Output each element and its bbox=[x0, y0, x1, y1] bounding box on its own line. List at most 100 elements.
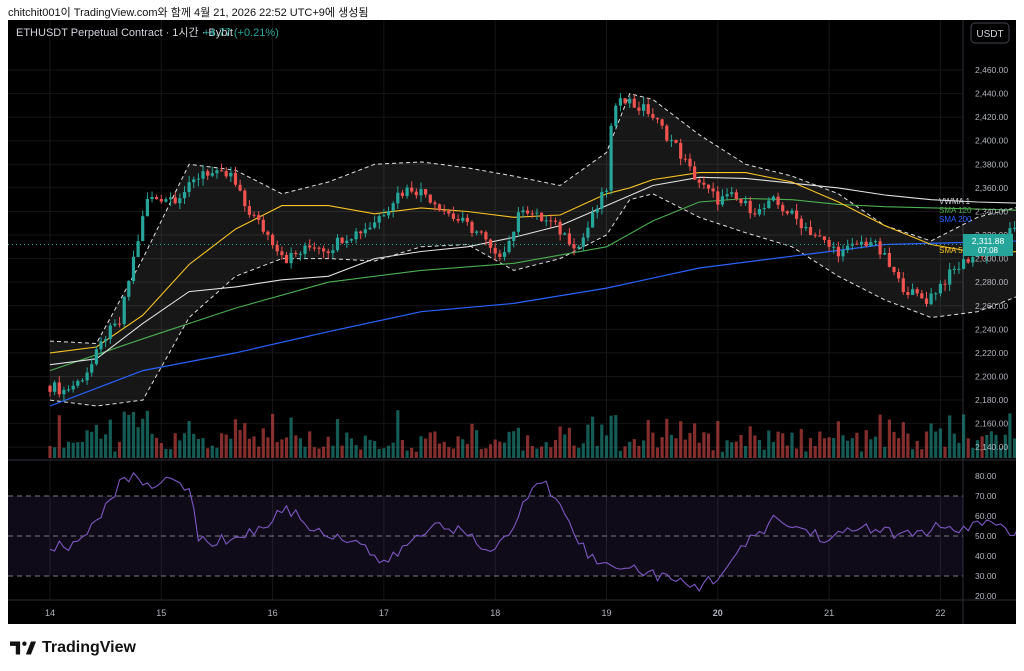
volume-bar bbox=[669, 434, 673, 458]
volume-bar bbox=[975, 440, 980, 458]
volume-bar bbox=[702, 432, 706, 458]
candle-body bbox=[57, 382, 61, 395]
tradingview-logo[interactable]: TradingView bbox=[10, 638, 136, 658]
candle-body bbox=[637, 107, 641, 111]
candle-body bbox=[1013, 227, 1016, 229]
candle-body bbox=[892, 266, 896, 272]
time-tick-label: 22 bbox=[935, 608, 945, 618]
candle-body bbox=[178, 198, 182, 204]
volume-bar bbox=[493, 439, 497, 458]
volume-bar bbox=[1003, 434, 1007, 458]
volume-bar bbox=[159, 443, 163, 458]
volume-bar bbox=[238, 430, 242, 458]
candle-body bbox=[507, 241, 511, 252]
candle-body bbox=[540, 212, 544, 222]
volume-bar bbox=[604, 435, 609, 458]
volume-bar bbox=[512, 431, 516, 458]
candle-body bbox=[391, 203, 395, 212]
candle-body bbox=[836, 246, 840, 257]
volume-bar bbox=[762, 449, 766, 458]
volume-bar bbox=[340, 445, 344, 458]
volume-bar bbox=[470, 423, 474, 458]
volume-bar bbox=[66, 441, 71, 458]
volume-bar bbox=[920, 449, 924, 458]
price-tick-label: 2,200.00 bbox=[975, 371, 1008, 381]
grid bbox=[8, 20, 1016, 624]
candle-body bbox=[289, 253, 293, 264]
candle-body bbox=[669, 139, 673, 141]
volume-bar bbox=[563, 434, 567, 458]
volume-bar bbox=[804, 451, 808, 458]
rsi-tick-label: 40.00 bbox=[975, 551, 997, 561]
volume-bar bbox=[233, 419, 238, 458]
volume-bar bbox=[326, 436, 330, 458]
volume-bar bbox=[781, 433, 785, 458]
volume-bar bbox=[813, 446, 817, 458]
candle-body bbox=[461, 217, 465, 221]
candle-body bbox=[744, 200, 748, 204]
volume-bar bbox=[767, 430, 771, 458]
price-tick-label: 2,240.00 bbox=[975, 324, 1008, 334]
candle-body bbox=[275, 245, 279, 252]
volume-bar bbox=[373, 441, 377, 458]
candle-body bbox=[373, 222, 377, 228]
candle-body bbox=[104, 339, 108, 342]
volume-bar bbox=[618, 450, 622, 458]
volume-bar bbox=[507, 431, 511, 458]
candle-body bbox=[159, 199, 163, 202]
candle-body bbox=[400, 192, 404, 196]
candle-body bbox=[192, 179, 196, 183]
candle-body bbox=[901, 278, 905, 292]
candle-body bbox=[911, 289, 915, 295]
candle-body bbox=[795, 210, 799, 219]
volume-bar bbox=[502, 442, 507, 458]
volume-bar bbox=[465, 443, 469, 458]
volume-bar bbox=[187, 421, 191, 458]
candle-body bbox=[530, 213, 534, 215]
volume-bar bbox=[419, 436, 423, 458]
time-tick-label: 16 bbox=[268, 608, 278, 618]
chart-svg[interactable]: 2,460.00 2,440.00 2,420.00 2,400.00 2,380.00… bbox=[8, 20, 1016, 624]
volume-bar bbox=[966, 438, 970, 458]
chart-frame[interactable]: 2,460.00 2,440.00 2,420.00 2,400.00 2,380.00… bbox=[8, 20, 1016, 624]
brand-name: TradingView bbox=[42, 639, 136, 656]
candle-body bbox=[303, 245, 307, 254]
candle-body bbox=[614, 105, 618, 126]
candle-body bbox=[220, 170, 224, 172]
price-tick-label: 2,340.00 bbox=[975, 206, 1008, 216]
candle-body bbox=[419, 189, 423, 196]
candle-body bbox=[280, 251, 284, 256]
candle-body bbox=[832, 246, 836, 248]
candle-body bbox=[753, 213, 757, 215]
rsi-tick-label: 80.00 bbox=[975, 471, 997, 481]
currency-label: USDT bbox=[976, 29, 1003, 40]
candle-body bbox=[233, 172, 238, 185]
candle-body bbox=[702, 182, 706, 185]
candle-body bbox=[683, 158, 687, 160]
volume-bar bbox=[994, 434, 998, 458]
volume-bar bbox=[447, 447, 451, 458]
volume-bar bbox=[53, 447, 57, 458]
candle-body bbox=[85, 372, 89, 381]
volume-bar bbox=[540, 446, 544, 458]
candle-body bbox=[776, 196, 780, 205]
volume-bar bbox=[308, 431, 312, 458]
candle-body bbox=[382, 215, 386, 217]
candle-body bbox=[934, 293, 938, 295]
candle-body bbox=[331, 250, 335, 254]
volume-bar bbox=[716, 421, 720, 458]
volume-bar bbox=[104, 434, 108, 458]
candle-body bbox=[238, 184, 242, 191]
price-tick-label: 2,400.00 bbox=[975, 136, 1008, 146]
candle-body bbox=[475, 231, 479, 233]
volume-bar bbox=[437, 443, 442, 458]
volume-bar bbox=[521, 450, 525, 458]
volume-bar bbox=[753, 435, 757, 458]
tradingview-logo-icon bbox=[10, 641, 36, 655]
price-change: +4.77 (+0.21%) bbox=[203, 27, 279, 39]
candle-body bbox=[952, 268, 956, 270]
volume-bar bbox=[989, 431, 993, 458]
volume-bar bbox=[349, 438, 353, 458]
currency-button[interactable]: USDT bbox=[970, 22, 1010, 44]
volume-bar bbox=[725, 440, 729, 458]
